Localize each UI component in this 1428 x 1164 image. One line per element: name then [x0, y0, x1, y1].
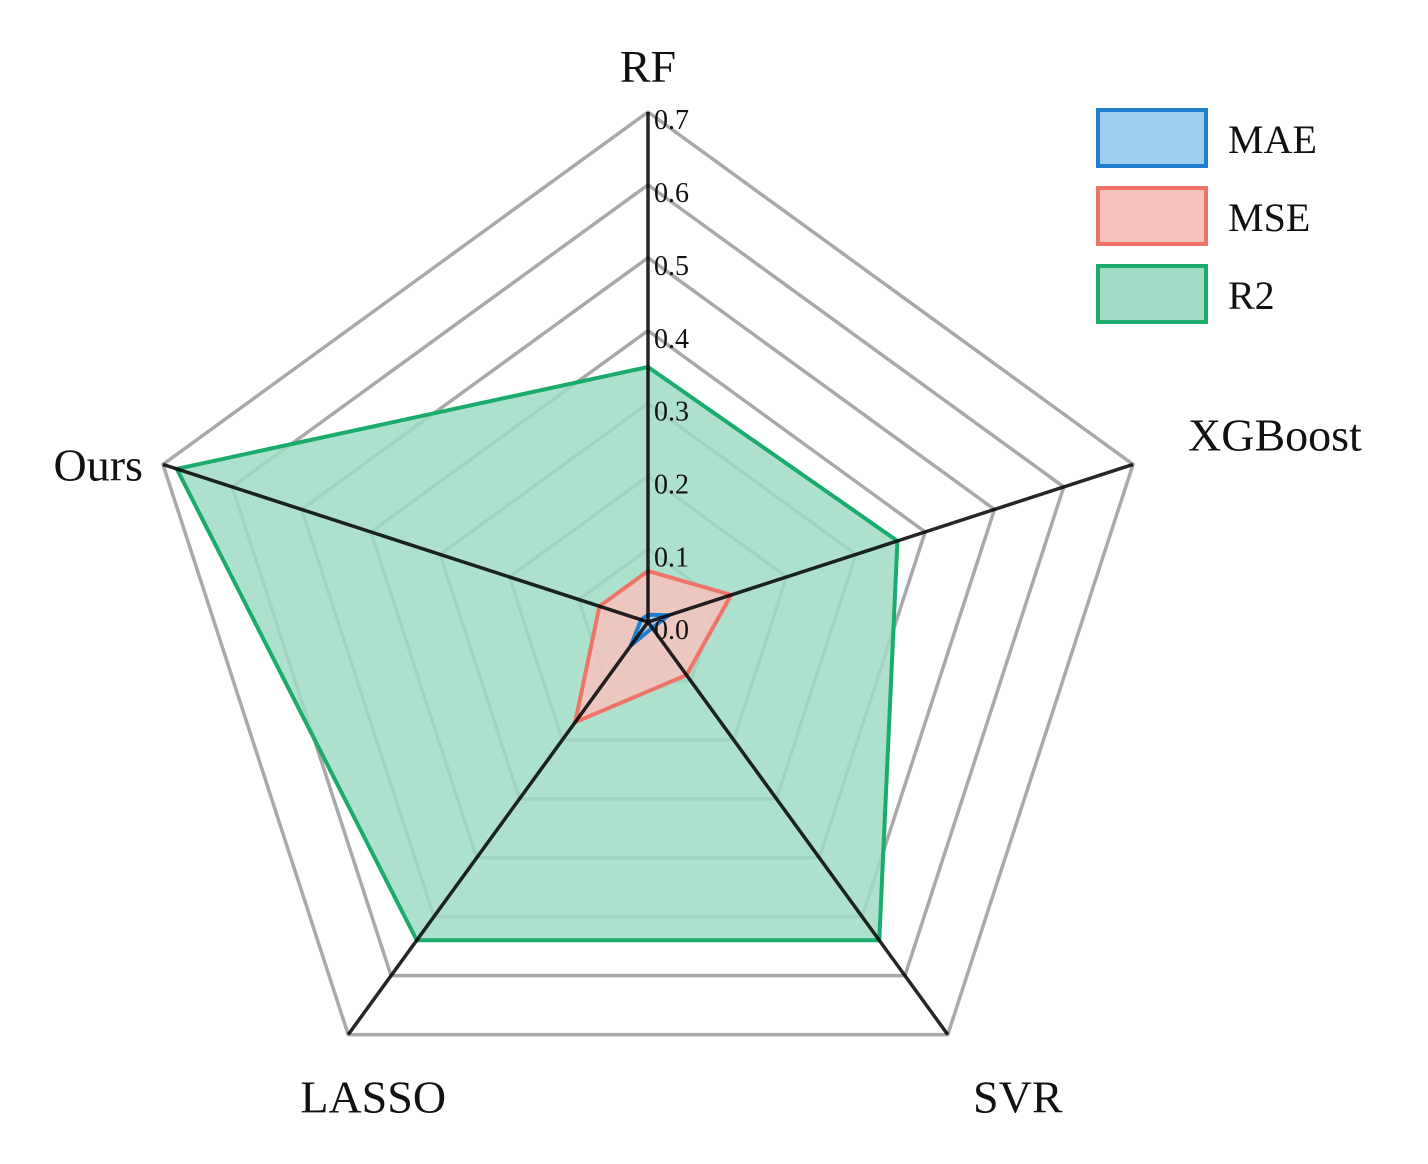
axis-layer — [162, 112, 1134, 1036]
axis-label-xgboost: XGBoost — [1188, 409, 1362, 460]
tick-label: 0.5 — [654, 251, 689, 282]
axis-spoke-ours — [162, 462, 649, 624]
series-layer — [173, 364, 900, 943]
series-r2-polygon — [173, 364, 900, 943]
grid-ring-0.6 — [230, 182, 1066, 978]
tick-label: 0.2 — [654, 469, 689, 500]
legend-label-r2: R2 — [1228, 273, 1275, 318]
legend-label-mse: MSE — [1228, 195, 1310, 240]
legend-label-mae: MAE — [1228, 117, 1317, 162]
tick-label: 0.4 — [654, 324, 689, 355]
axis-label-lasso: LASSO — [300, 1072, 446, 1123]
axis-spoke-xgboost — [647, 462, 1134, 624]
axis-label-ours: Ours — [54, 439, 143, 490]
axis-label-rf: RF — [620, 41, 676, 92]
tick-label-layer: 0.0 0.1 0.2 0.3 0.4 0.5 0.6 0.7 — [654, 105, 689, 646]
tick-label: 0.3 — [654, 397, 689, 428]
tick-label: 0.0 — [654, 615, 689, 646]
grid-ring-0.7 — [160, 109, 1136, 1037]
tick-label: 0.1 — [654, 542, 689, 573]
tick-label: 0.7 — [654, 105, 689, 136]
legend-swatch-mae — [1096, 108, 1208, 168]
tick-label: 0.6 — [654, 178, 689, 209]
legend-swatch-mse — [1096, 186, 1208, 246]
axis-label-svr: SVR — [973, 1072, 1063, 1123]
axis-label-layer: RF XGBoost SVR LASSO Ours — [54, 41, 1363, 1123]
legend-swatch-r2 — [1096, 264, 1208, 324]
legend: MAE MSE R2 — [1096, 108, 1317, 324]
axis-spoke-svr — [646, 620, 950, 1036]
axis-spoke-lasso — [346, 620, 650, 1036]
